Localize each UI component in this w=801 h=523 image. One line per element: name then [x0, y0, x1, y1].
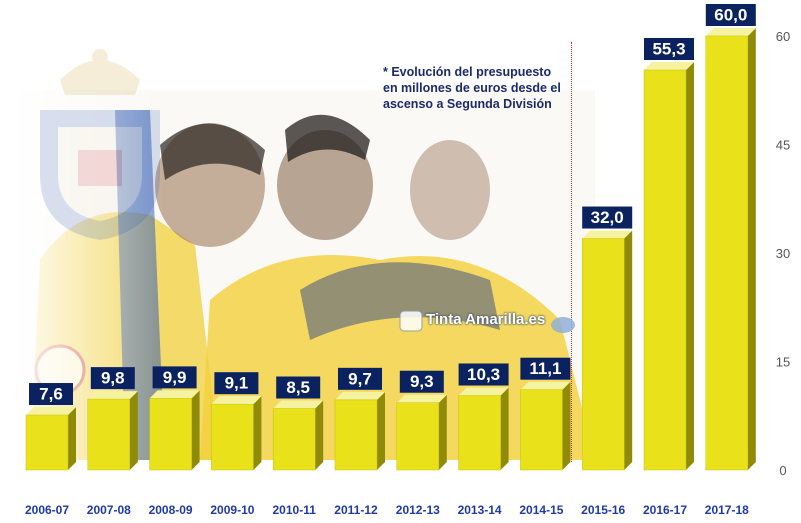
bar [643, 69, 687, 471]
data-label-box [582, 206, 633, 229]
bar [149, 398, 192, 471]
bar-side [68, 407, 76, 470]
data-label-box [29, 383, 73, 406]
watermark-icon [399, 310, 575, 333]
chart-note-line-1: * Evolución del presupuesto [383, 65, 552, 79]
category-label: 2008-09 [149, 503, 193, 517]
category-label: 2014-15 [519, 503, 563, 517]
data-label: 32,0 [591, 208, 624, 227]
bar-top [705, 28, 756, 36]
bar [396, 402, 440, 471]
chart-note: * Evolución del presupuesto en millones … [383, 64, 583, 112]
category-label: 2011-12 [334, 503, 378, 517]
bar-top [458, 387, 509, 396]
bar [581, 238, 625, 471]
data-label-box [276, 376, 321, 399]
bar-top [520, 381, 571, 390]
bar-side [624, 230, 633, 470]
y-tick-label: 0 [779, 463, 786, 478]
data-label-box [90, 367, 135, 390]
bar-side [686, 61, 694, 470]
data-label: 8,5 [286, 378, 310, 397]
y-tick-label: 45 [776, 138, 790, 153]
bar [87, 398, 131, 471]
data-label: 9,3 [410, 372, 434, 391]
y-tick-label: 60 [776, 29, 790, 44]
data-label-box [399, 370, 444, 393]
data-label: 9,1 [225, 374, 249, 393]
bar [705, 35, 749, 471]
category-label: 2015-16 [581, 503, 625, 517]
data-label: 60,0 [714, 6, 747, 25]
bar-side [377, 391, 385, 470]
bar-top [335, 391, 385, 400]
bar-side [562, 381, 571, 470]
data-label-box [152, 366, 197, 389]
data-label: 10,3 [467, 365, 500, 384]
bar-top [149, 390, 200, 399]
club-crest-icon [40, 49, 160, 240]
data-label: 9,9 [163, 368, 187, 387]
data-label-box [214, 372, 259, 395]
bar-top [87, 391, 138, 400]
bar-top [211, 396, 262, 405]
bar-top [582, 230, 633, 239]
category-label: 2010-11 [273, 503, 317, 517]
category-label: 2016-17 [643, 503, 687, 517]
bar [520, 389, 563, 471]
bar-top [273, 400, 324, 409]
bar [272, 408, 316, 471]
bar-side [253, 396, 262, 470]
category-label: 2012-13 [396, 503, 440, 517]
data-label: 11,1 [529, 359, 561, 378]
y-tick-label: 30 [776, 246, 790, 261]
data-label: 7,6 [39, 385, 63, 404]
watermark-text: Tinta Amarilla.es [426, 311, 546, 328]
bar-side [500, 387, 509, 470]
promotion-divider [571, 42, 572, 462]
data-label: 9,7 [348, 369, 372, 388]
data-label-box [338, 367, 382, 390]
bar [458, 395, 501, 471]
category-label: 2006-07 [25, 503, 69, 517]
chart-note-line-3: ascenso a Segunda División [383, 97, 552, 111]
data-label: 55,3 [652, 39, 685, 58]
data-label-box [458, 363, 509, 386]
bar-top [396, 394, 447, 403]
watermark-logo: Tinta Amarilla.es [398, 305, 578, 339]
category-label: 2013-14 [458, 503, 502, 517]
data-label-box [705, 4, 756, 26]
bar [334, 399, 378, 471]
bar-side [191, 390, 200, 470]
bar-top [644, 61, 694, 70]
bar-side [129, 391, 138, 470]
y-tick-label: 15 [776, 355, 790, 370]
data-label: 9,8 [101, 369, 125, 388]
bar-top [26, 407, 76, 416]
bar [211, 403, 254, 471]
bar-side [747, 28, 756, 470]
bar-side [315, 400, 324, 470]
bar-side [438, 394, 447, 470]
chart-note-line-2: en millones de euros desde el [383, 81, 561, 95]
bar [25, 414, 69, 471]
category-label: 2009-10 [210, 503, 254, 517]
category-label: 2007-08 [87, 503, 131, 517]
category-label: 2017-18 [705, 503, 749, 517]
data-label-box [520, 357, 571, 380]
data-label-box [644, 37, 694, 60]
